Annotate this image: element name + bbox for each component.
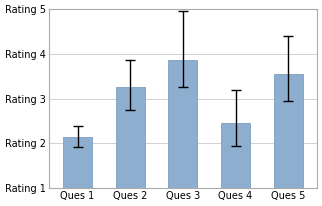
Bar	[63, 137, 92, 188]
Bar	[221, 123, 250, 188]
Bar	[168, 61, 197, 188]
Bar	[274, 74, 303, 188]
Bar	[116, 87, 145, 188]
